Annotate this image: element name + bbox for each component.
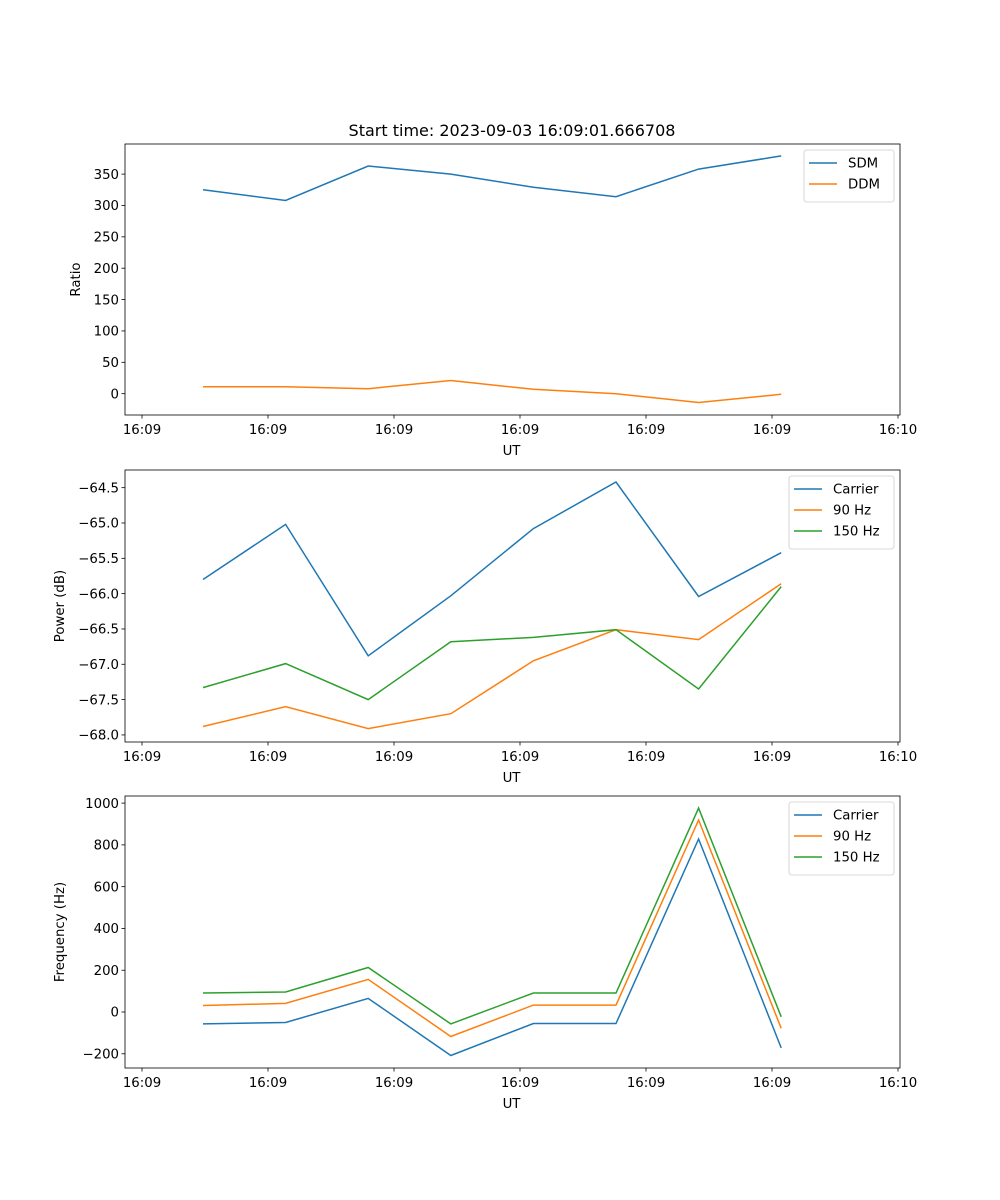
y-tick-label: −66.5	[78, 623, 119, 638]
x-tick-label: 16:09	[375, 423, 413, 438]
series-line-sdm	[202, 155, 782, 202]
panel-3: −200 0 200 400 600 800 1000 16:09 16:09 16:09 16:0…	[53, 795, 917, 1112]
y-tick-label: −67.0	[78, 658, 119, 673]
series-line-150-hz	[202, 586, 782, 701]
legend: Carrier 90 Hz 150 Hz	[788, 801, 895, 876]
y-tick-label: −65.0	[78, 517, 119, 532]
legend-label: Carrier	[833, 809, 879, 824]
series-line-150-hz	[202, 806, 782, 1025]
y-tick-label: 50	[102, 356, 119, 371]
y-tick-label: 100	[94, 325, 119, 340]
panel-2: −68.0 −67.5 −67.0 −66.5 −66.0 −65.5 −65.0 −64.5…	[53, 469, 917, 786]
x-tick-label: 16:09	[753, 1076, 791, 1091]
axes-frame	[124, 469, 901, 743]
y-tick-label: −64.5	[78, 481, 119, 496]
x-tick-label: 16:10	[879, 750, 917, 765]
x-tick-label: 16:09	[501, 750, 539, 765]
legend-label: 90 Hz	[833, 504, 871, 519]
y-tick-label: −67.5	[78, 693, 119, 708]
y-tick-label: −65.5	[78, 552, 119, 567]
legend-label: 90 Hz	[833, 830, 871, 845]
x-tick-label: 16:09	[627, 750, 665, 765]
x-tick-label: 16:09	[249, 750, 287, 765]
x-tick-label: 16:09	[753, 750, 791, 765]
y-tick-label: 800	[94, 839, 119, 854]
axes-frame	[124, 795, 901, 1069]
series-line-ddm	[203, 379, 782, 404]
axes-frame	[124, 143, 901, 416]
y-tick-label: 250	[94, 231, 119, 246]
y-tick-label: 600	[94, 880, 119, 895]
series-line-carrier	[202, 837, 782, 1057]
x-tick-label: 16:09	[123, 423, 161, 438]
x-tick-label: 16:10	[879, 423, 917, 438]
y-tick-label: 1000	[85, 797, 119, 812]
y-tick-label: 300	[94, 199, 119, 214]
y-tick-label: 400	[94, 922, 119, 937]
y-tick-label: 200	[94, 964, 119, 979]
x-tick-label: 16:09	[753, 423, 791, 438]
legend: Carrier 90 Hz 150 Hz	[788, 475, 895, 550]
y-axis-label: Ratio	[69, 262, 84, 296]
y-tick-label: 350	[94, 168, 119, 183]
x-tick-label: 16:09	[375, 750, 413, 765]
x-tick-label: 16:09	[249, 423, 287, 438]
legend-label: 150 Hz	[833, 851, 880, 866]
y-tick-label: −200	[82, 1047, 119, 1062]
x-tick-label: 16:09	[627, 1076, 665, 1091]
legend: SDM DDM	[803, 149, 895, 203]
x-axis-label: UT	[503, 444, 522, 459]
x-tick-label: 16:09	[501, 423, 539, 438]
x-tick-label: 16:09	[375, 1076, 413, 1091]
x-tick-label: 16:09	[123, 1076, 161, 1091]
y-axis-label: Frequency (Hz)	[53, 882, 68, 982]
series-line-carrier	[202, 481, 782, 657]
panels: 0 50 100 150 200 250 300 350 16:09 16:09 16:09 16:0…	[53, 143, 917, 1112]
figure-title: Start time: 2023-09-03 16:09:01.666708	[349, 121, 676, 140]
x-axis-label: UT	[503, 1097, 522, 1112]
y-tick-label: 0	[111, 1006, 119, 1021]
legend-label: SDM	[848, 157, 878, 172]
series-line-90-hz	[202, 818, 782, 1038]
y-tick-label: 200	[94, 262, 119, 277]
x-tick-label: 16:09	[501, 1076, 539, 1091]
legend-label: DDM	[848, 178, 880, 193]
x-tick-label: 16:09	[123, 750, 161, 765]
y-tick-label: −68.0	[78, 729, 119, 744]
legend-label: Carrier	[833, 483, 879, 498]
y-tick-label: 0	[111, 387, 119, 402]
panel-1: 0 50 100 150 200 250 300 350 16:09 16:09 16:09 16:0…	[69, 143, 917, 459]
series-line-90-hz	[202, 583, 782, 730]
y-tick-label: 150	[94, 293, 119, 308]
y-axis-label: Power (dB)	[53, 570, 68, 642]
x-axis-label: UT	[503, 771, 522, 786]
x-tick-label: 16:10	[879, 1076, 917, 1091]
x-tick-label: 16:09	[627, 423, 665, 438]
x-tick-label: 16:09	[249, 1076, 287, 1091]
y-tick-label: −66.0	[78, 587, 119, 602]
legend-label: 150 Hz	[833, 525, 880, 540]
